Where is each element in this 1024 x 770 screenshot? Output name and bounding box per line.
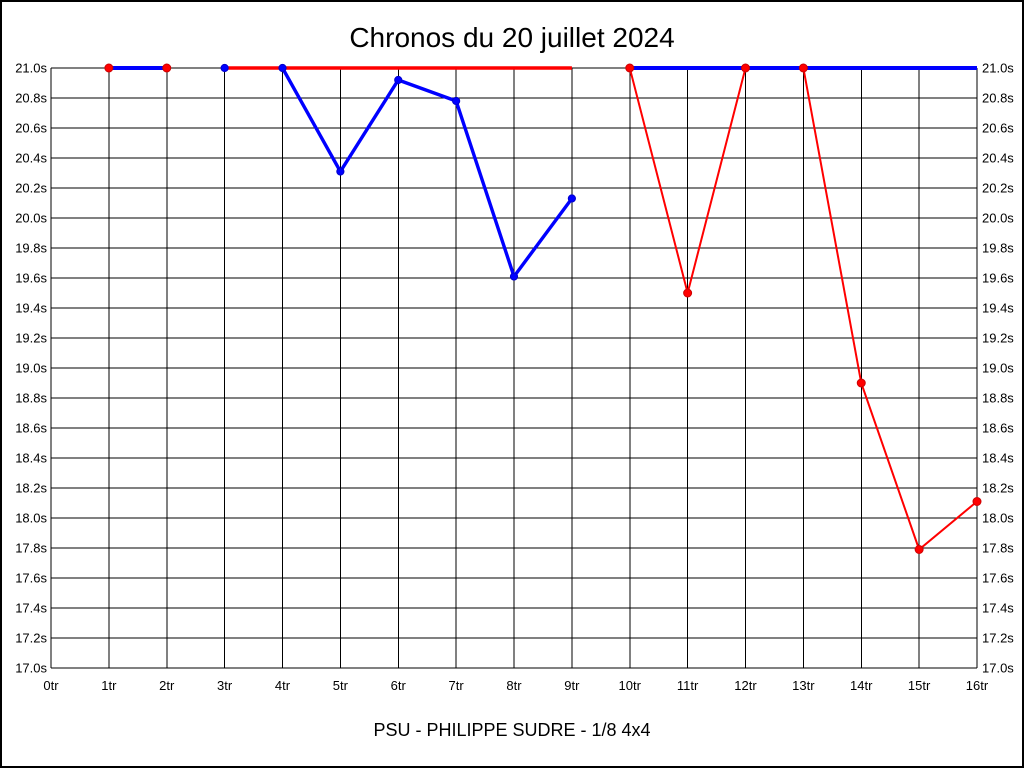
- y-tick-label-left: 17.0s: [15, 661, 47, 676]
- x-tick-label: 0tr: [43, 678, 59, 693]
- y-tick-label-right: 17.4s: [982, 601, 1014, 616]
- y-tick-label-left: 19.0s: [15, 361, 47, 376]
- y-tick-label-left: 17.4s: [15, 601, 47, 616]
- red-series-marker: [741, 63, 750, 73]
- y-tick-label-right: 17.2s: [982, 631, 1014, 646]
- blue-series-marker: [452, 96, 461, 106]
- x-tick-label: 16tr: [966, 678, 989, 693]
- y-tick-label-left: 20.2s: [15, 181, 47, 196]
- x-tick-label: 10tr: [619, 678, 642, 693]
- y-tick-label-left: 18.0s: [15, 511, 47, 526]
- red-series-marker: [625, 63, 635, 73]
- red-series-marker: [856, 378, 866, 388]
- x-tick-label: 3tr: [217, 678, 233, 693]
- x-tick-label: 5tr: [333, 678, 349, 693]
- x-tick-label: 15tr: [908, 678, 931, 693]
- y-tick-label-right: 19.4s: [982, 301, 1014, 316]
- y-tick-label-right: 18.4s: [982, 451, 1014, 466]
- y-tick-label-left: 18.6s: [15, 421, 47, 436]
- x-tick-label: 6tr: [391, 678, 407, 693]
- x-tick-label: 13tr: [792, 678, 815, 693]
- red-series-marker: [798, 63, 808, 73]
- y-tick-label-right: 18.2s: [982, 481, 1014, 496]
- y-tick-label-right: 20.6s: [982, 121, 1014, 136]
- y-tick-label-left: 20.8s: [15, 91, 47, 106]
- x-tick-label: 11tr: [677, 678, 699, 693]
- x-tick-label: 12tr: [734, 678, 757, 693]
- y-tick-label-left: 18.8s: [15, 391, 47, 406]
- x-tick-label: 7tr: [449, 678, 465, 693]
- y-tick-label-left: 20.6s: [15, 121, 47, 136]
- x-tick-label: 4tr: [275, 678, 291, 693]
- y-tick-label-right: 17.8s: [982, 541, 1014, 556]
- x-tick-label: 1tr: [101, 678, 117, 693]
- y-tick-label-right: 20.0s: [982, 211, 1014, 226]
- blue-series-marker: [394, 75, 403, 85]
- y-tick-label-right: 18.0s: [982, 511, 1014, 526]
- blue-series-marker: [567, 194, 576, 203]
- y-tick-label-left: 19.6s: [15, 271, 47, 286]
- y-tick-label-right: 18.6s: [982, 421, 1014, 436]
- y-tick-label-left: 20.0s: [15, 211, 47, 226]
- y-tick-label-right: 21.0s: [982, 61, 1014, 76]
- blue-series-marker: [220, 63, 229, 73]
- y-tick-label-left: 17.8s: [15, 541, 47, 556]
- x-tick-label: 14tr: [850, 678, 873, 693]
- y-tick-label-right: 20.8s: [982, 91, 1014, 106]
- y-tick-label-left: 19.8s: [15, 241, 47, 256]
- blue-series-marker: [278, 63, 287, 73]
- y-tick-label-left: 17.2s: [15, 631, 47, 646]
- x-tick-label: 2tr: [159, 678, 175, 693]
- y-tick-label-left: 17.6s: [15, 571, 47, 586]
- y-tick-label-right: 17.6s: [982, 571, 1014, 586]
- chart-title: Chronos du 20 juillet 2024: [349, 22, 675, 53]
- red-series-marker: [972, 497, 982, 506]
- blue-series-marker: [509, 272, 519, 281]
- y-tick-label-left: 19.4s: [15, 301, 47, 316]
- y-tick-label-right: 20.4s: [982, 151, 1014, 166]
- red-series-marker: [683, 288, 693, 298]
- chart-caption: PSU - PHILIPPE SUDRE - 1/8 4x4: [373, 720, 651, 740]
- red-series-marker: [104, 63, 114, 73]
- y-tick-label-right: 19.2s: [982, 331, 1014, 346]
- y-tick-label-right: 19.8s: [982, 241, 1014, 256]
- blue-series-line: [281, 67, 574, 281]
- y-tick-label-left: 18.2s: [15, 481, 47, 496]
- x-tick-label: 9tr: [564, 678, 580, 693]
- red-series-marker: [162, 63, 172, 73]
- y-tick-label-right: 19.0s: [982, 361, 1014, 376]
- y-tick-label-left: 19.2s: [15, 331, 47, 346]
- red-series-marker: [914, 545, 924, 554]
- y-tick-label-right: 18.8s: [982, 391, 1014, 406]
- y-tick-label-right: 17.0s: [982, 661, 1014, 676]
- y-tick-label-left: 21.0s: [15, 61, 47, 76]
- y-tick-label-right: 19.6s: [982, 271, 1014, 286]
- blue-series-marker: [336, 167, 345, 176]
- y-tick-label-right: 20.2s: [982, 181, 1014, 196]
- y-tick-label-left: 20.4s: [15, 151, 47, 166]
- y-tick-label-left: 18.4s: [15, 451, 47, 466]
- x-tick-label: 8tr: [506, 678, 522, 693]
